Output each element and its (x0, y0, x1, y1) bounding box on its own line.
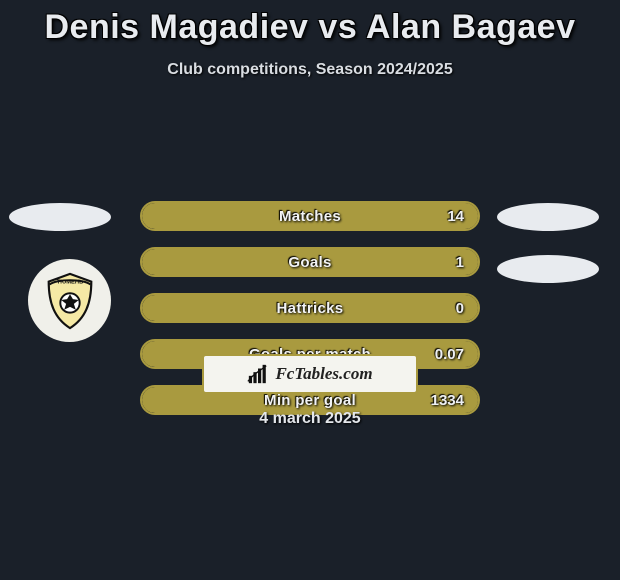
stat-bar: Matches14 (140, 201, 480, 231)
club-badge: TЮMEHЬ (28, 259, 111, 342)
attribution-text: FcTables.com (275, 364, 372, 384)
stat-value: 14 (447, 203, 464, 229)
stat-label: Matches (142, 203, 478, 229)
stat-value: 1 (456, 249, 464, 275)
stat-value: 0 (456, 295, 464, 321)
date-text: 4 march 2025 (0, 410, 620, 428)
stat-label: Hattricks (142, 295, 478, 321)
stat-label: Goals (142, 249, 478, 275)
bar-chart-icon (247, 363, 269, 385)
player-left-oval (9, 203, 111, 231)
svg-text:TЮMEHЬ: TЮMEHЬ (56, 279, 83, 285)
stat-value: 0.07 (435, 341, 464, 367)
club-crest-icon: TЮMEHЬ (39, 270, 101, 332)
attribution-badge: FcTables.com (202, 354, 418, 394)
subtitle: Club competitions, Season 2024/2025 (0, 61, 620, 79)
page-title: Denis Magadiev vs Alan Bagaev (0, 0, 620, 47)
stat-bars: Matches14Goals1Hattricks0Goals per match… (140, 201, 480, 431)
player-right-oval-2 (497, 255, 599, 283)
stat-bar: Goals1 (140, 247, 480, 277)
player-right-oval-1 (497, 203, 599, 231)
stat-bar: Hattricks0 (140, 293, 480, 323)
